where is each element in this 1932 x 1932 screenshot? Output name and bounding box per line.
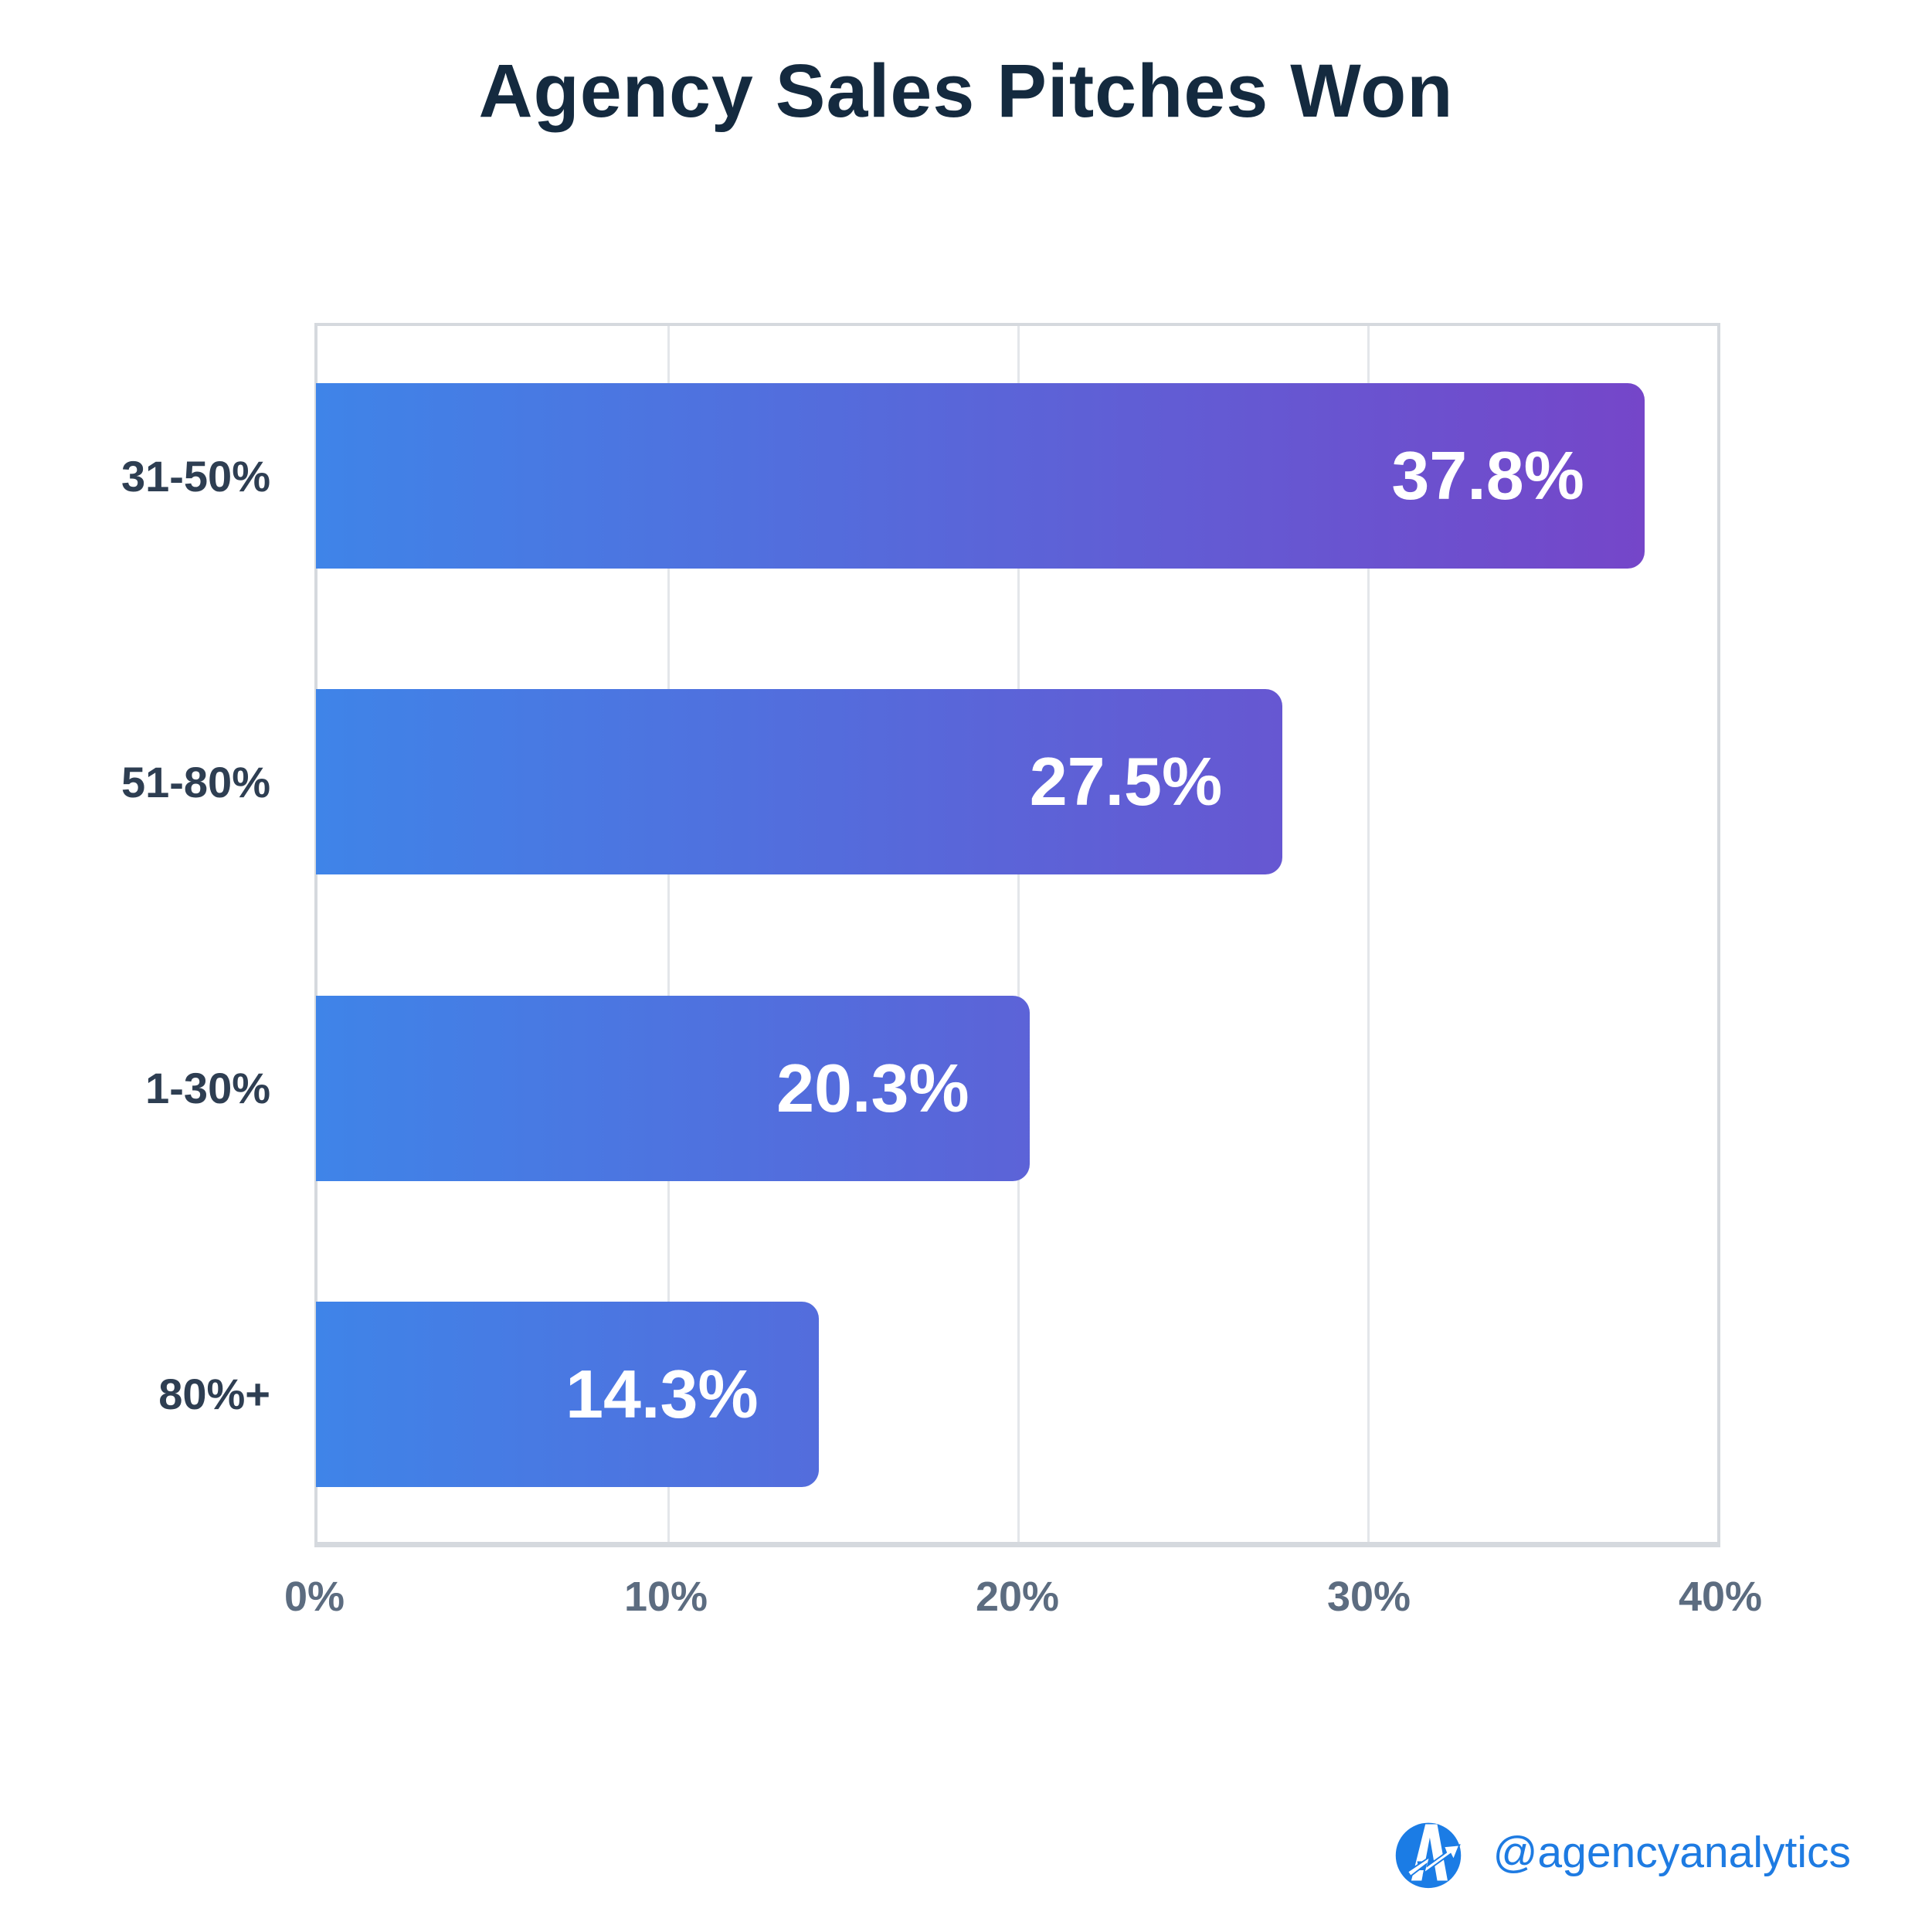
bar: 20.3%	[316, 995, 1030, 1181]
footer-handle: @agencyanalytics	[1492, 1828, 1851, 1877]
bar-value-label: 20.3%	[776, 1049, 969, 1126]
bar-row: 51-80% 27.5%	[0, 629, 1932, 935]
x-tick-label: 0%	[284, 1574, 345, 1620]
x-tick-label: 20%	[975, 1574, 1060, 1620]
bar-row: 31-50% 37.8%	[0, 323, 1932, 629]
category-label: 51-80%	[121, 757, 270, 806]
gridline	[667, 326, 670, 1542]
bar: 27.5%	[316, 689, 1283, 875]
category-label: 31-50%	[121, 451, 270, 501]
bar-row: 80%+ 14.3%	[0, 1241, 1932, 1547]
category-label: 1-30%	[145, 1064, 270, 1113]
x-tick-label: 40%	[1678, 1574, 1763, 1620]
chart-title: Agency Sales Pitches Won	[478, 49, 1454, 133]
footer-attribution: @agencyanalytics	[1391, 1814, 1851, 1891]
bar: 14.3%	[316, 1301, 819, 1487]
category-label: 80%+	[158, 1370, 270, 1419]
x-tick-label: 30%	[1326, 1574, 1411, 1620]
gridline	[1367, 326, 1370, 1542]
gridline	[1017, 326, 1020, 1542]
bar: 37.8%	[316, 383, 1645, 569]
bar-value-label: 14.3%	[565, 1355, 759, 1432]
bar-value-label: 37.8%	[1391, 437, 1584, 514]
x-tick-label: 10%	[623, 1574, 708, 1620]
bar-row: 1-30% 20.3%	[0, 935, 1932, 1241]
bar-value-label: 27.5%	[1029, 743, 1223, 820]
agencyanalytics-logo-icon	[1395, 1822, 1461, 1889]
